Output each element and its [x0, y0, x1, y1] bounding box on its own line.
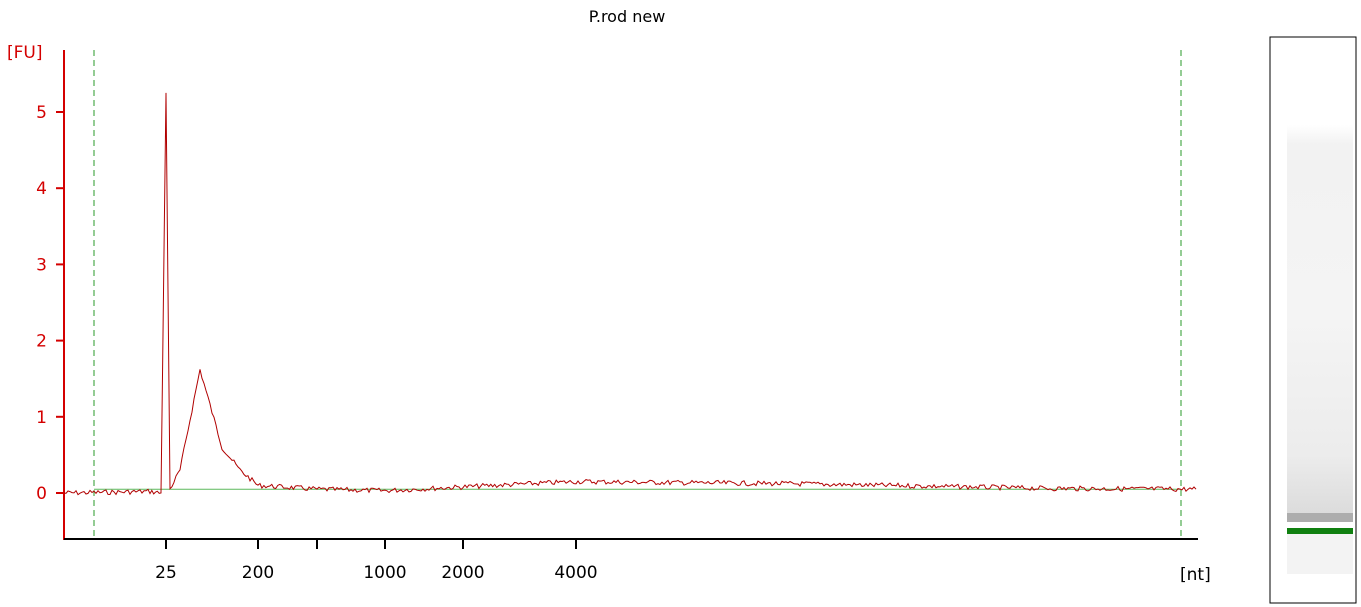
gel-band-gray [1287, 513, 1353, 522]
y-tick-label: 2 [36, 332, 47, 352]
x-ticks: 25 200 1000 2000 4000 [155, 539, 598, 583]
x-tick-label: 2000 [441, 563, 484, 583]
gel-lower-smear [1287, 534, 1353, 574]
y-tick-label: 0 [36, 484, 47, 504]
y-axis-unit: [FU] [7, 43, 43, 63]
y-ticks: 0 1 2 3 4 5 [36, 103, 64, 504]
y-tick-label: 3 [36, 255, 47, 275]
gel-band-green [1287, 528, 1353, 534]
electropherogram-trace [63, 92, 1197, 496]
y-tick-label: 1 [36, 408, 47, 428]
y-tick-label: 4 [36, 179, 47, 199]
x-axis-unit: [nt] [1180, 565, 1211, 585]
y-tick-label: 5 [36, 103, 47, 123]
chart-title: P.rod new [589, 7, 666, 26]
x-tick-label: 25 [155, 563, 177, 583]
x-tick-label: 4000 [554, 563, 597, 583]
x-tick-label: 1000 [363, 563, 406, 583]
gel-smear [1287, 125, 1353, 513]
x-tick-label: 200 [242, 563, 274, 583]
